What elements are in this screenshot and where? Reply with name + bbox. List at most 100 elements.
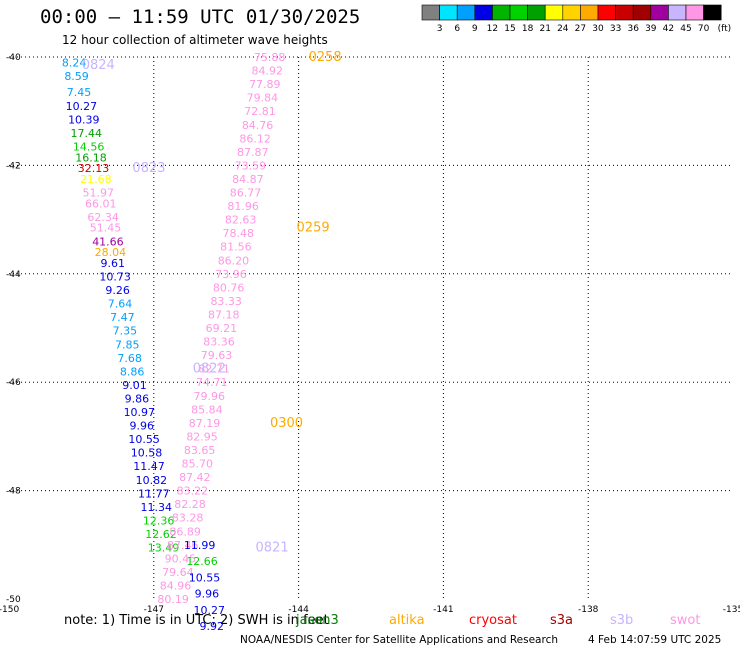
data-point-label: 77.89 <box>249 78 281 91</box>
data-point-label: 83.65 <box>184 444 216 457</box>
color-scale-label: 12 <box>487 24 498 34</box>
data-point-label: 79.63 <box>201 349 233 362</box>
data-point-label: 82.95 <box>186 430 218 443</box>
data-point-label: 11.34 <box>140 501 172 514</box>
y-tick-label: -46 <box>6 378 21 388</box>
data-point-label: 10.39 <box>68 113 100 126</box>
x-tick-label: -138 <box>578 605 599 615</box>
data-point-label: 78.48 <box>223 227 255 240</box>
x-tick-label: -150 <box>0 605 19 615</box>
pass-time-label: 0258 <box>309 50 342 65</box>
data-point-label: 9.96 <box>129 420 154 433</box>
data-point-label: 10.82 <box>136 474 168 487</box>
data-point-label: 86.89 <box>169 525 201 538</box>
color-scale-label: 33 <box>610 24 621 34</box>
data-point-label: 51.97 <box>83 187 115 200</box>
y-tick-label: -48 <box>6 487 21 497</box>
y-tick-label: -40 <box>6 53 21 63</box>
data-point-label: 9.01 <box>122 379 147 392</box>
data-point-label: 11.77 <box>138 487 170 500</box>
data-point-label: 11.47 <box>133 460 165 473</box>
color-scale-unit: (ft) <box>718 24 732 34</box>
color-scale-label: 70 <box>698 24 710 34</box>
pass-time-label: 0821 <box>256 541 289 556</box>
data-point-label: 86.77 <box>230 187 262 200</box>
x-tick-label: -141 <box>433 605 453 615</box>
footer-note: note: 1) Time is in UTC; 2) SWH is in fe… <box>64 613 329 628</box>
data-point-label: 84.92 <box>251 65 283 78</box>
legend-item-s3a: s3a <box>550 613 574 628</box>
data-point-label: 66.01 <box>85 197 117 210</box>
data-point-label: 10.97 <box>124 406 156 419</box>
footer-timestamp: 4 Feb 14:07:59 UTC 2025 <box>588 634 722 646</box>
data-point-label: 82.71 <box>198 363 230 376</box>
data-point-label: 79.64 <box>162 566 194 579</box>
color-scale-label: 15 <box>504 24 515 34</box>
data-point-label: 90.45 <box>165 552 197 565</box>
color-scale-label: 21 <box>539 24 550 34</box>
data-point-label: 86.20 <box>218 254 250 267</box>
data-point-label: 10.27 <box>194 604 226 617</box>
pass-time-label: 0823 <box>132 161 165 176</box>
x-tick-label: -144 <box>288 605 309 615</box>
data-point-label: 9.61 <box>101 257 126 270</box>
data-point-label: 87.46 <box>167 539 199 552</box>
footer-credit: NOAA/NESDIS Center for Satellite Applica… <box>240 634 558 646</box>
data-point-label: 11.99 <box>184 539 216 552</box>
color-scale-label: 42 <box>663 24 674 34</box>
data-point-label: 75.88 <box>254 51 286 64</box>
data-point-label: 82.28 <box>174 498 206 511</box>
data-point-label: 9.26 <box>105 284 130 297</box>
data-point-label: 41.66 <box>92 235 124 248</box>
data-point-label: 7.85 <box>115 338 140 351</box>
legend-item-cryosat: cryosat <box>469 613 517 628</box>
data-point-label: 16.18 <box>75 151 107 164</box>
data-point-label: 87.87 <box>237 146 269 159</box>
data-point-label: 32.13 <box>78 162 110 175</box>
color-scale-label: 24 <box>557 24 569 34</box>
data-point-label: 83.22 <box>177 485 209 498</box>
legend-item-swot: swot <box>670 613 701 628</box>
data-point-label: 87.18 <box>208 308 240 321</box>
data-point-label: 17.44 <box>70 127 102 140</box>
data-point-label: 84.96 <box>160 579 192 592</box>
data-point-label: 85.70 <box>181 458 213 471</box>
data-point-label: 7.45 <box>67 86 92 99</box>
data-point-label: 83.28 <box>172 512 204 525</box>
chart-subtitle: 12 hour collection of altimeter wave hei… <box>62 33 328 47</box>
color-scale-label: 30 <box>592 24 604 34</box>
y-tick-label: -44 <box>6 270 21 280</box>
data-point-label: 7.35 <box>113 325 138 338</box>
pass-time-label: 0824 <box>82 58 115 73</box>
data-point-label: 72.81 <box>244 105 276 118</box>
data-point-label: 86.12 <box>239 132 271 145</box>
color-scale-label: 9 <box>472 24 478 34</box>
data-point-label: 8.86 <box>120 365 145 378</box>
legend-item-jason3: jason3 <box>296 613 339 628</box>
data-point-label: 87.42 <box>179 471 211 484</box>
pass-time-label: 0259 <box>297 221 330 236</box>
data-point-label: 87.19 <box>189 417 221 430</box>
data-point-label: 7.68 <box>117 352 142 365</box>
data-point-label: 8.59 <box>64 70 89 83</box>
data-point-label: 10.58 <box>131 447 163 460</box>
y-tick-label: -50 <box>6 595 21 605</box>
data-point-label: 80.76 <box>213 281 245 294</box>
color-scale-label: 18 <box>522 24 534 34</box>
data-point-label: 51.45 <box>90 222 122 235</box>
data-point-label: 7.47 <box>110 311 135 324</box>
data-point-label: 12.36 <box>143 514 175 527</box>
legend-item-altika: altika <box>389 613 425 628</box>
data-point-label: 73.96 <box>215 268 247 281</box>
data-point-label: 13.49 <box>148 542 180 555</box>
y-tick-label: -42 <box>6 161 21 171</box>
data-point-label: 9.92 <box>199 620 224 633</box>
pass-time-label: 0822 <box>193 362 226 377</box>
data-point-label: 80.19 <box>157 593 189 606</box>
data-point-label: 8.24 <box>62 56 87 69</box>
data-point-label: 62.34 <box>87 211 119 224</box>
chart-title: 00:00 – 11:59 UTC 01/30/2025 <box>40 6 361 28</box>
data-point-label: 10.55 <box>189 571 221 584</box>
data-point-label: 79.84 <box>247 92 279 105</box>
data-point-label: 14.56 <box>73 140 105 153</box>
